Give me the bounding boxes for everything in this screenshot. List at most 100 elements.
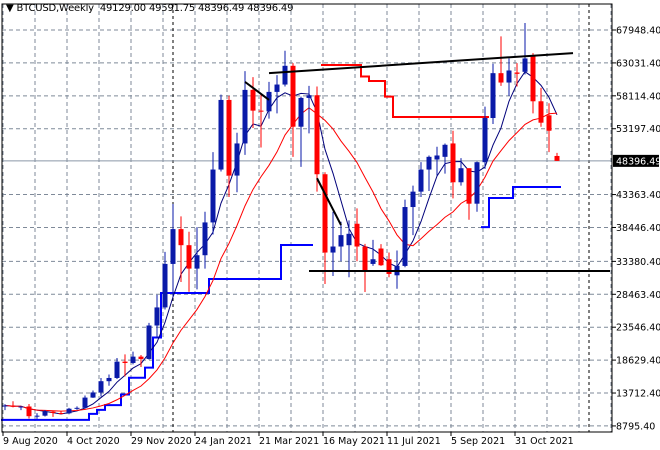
candle-body [170, 229, 176, 264]
candle [258, 93, 264, 148]
candle-body [66, 408, 72, 414]
candle-body [386, 259, 392, 274]
candle-body [290, 65, 296, 127]
candle-body [242, 89, 248, 144]
x-tick-label: 21 Mar 2021 [259, 436, 319, 447]
fast-moving-average [4, 70, 558, 415]
candle [426, 155, 432, 191]
resistance-step-line [321, 63, 489, 119]
candle-body [522, 58, 528, 72]
y-tick-label: 53197.40 [616, 124, 660, 135]
candle [218, 94, 224, 172]
y-tick-label: 28463.40 [616, 290, 660, 301]
candle [194, 227, 200, 290]
candle [114, 357, 120, 380]
candle-body [330, 246, 336, 253]
x-tick-label: 16 May 2021 [323, 436, 385, 447]
candle-body [26, 406, 32, 417]
candle-body [122, 361, 128, 363]
candle [466, 168, 472, 220]
candle [434, 146, 440, 176]
trendline [316, 177, 342, 226]
candle-body [458, 168, 464, 183]
triangle-down-icon[interactable]: ▼ [6, 3, 14, 14]
candle [346, 220, 352, 278]
candle [266, 81, 272, 119]
candle [538, 87, 544, 127]
candle-body [450, 143, 456, 183]
candle [490, 63, 496, 125]
candle-body [474, 162, 480, 204]
candle-body [546, 115, 552, 131]
candle [474, 161, 480, 212]
candle [10, 401, 16, 408]
candle [314, 86, 320, 192]
candle [130, 351, 136, 365]
candle [306, 85, 312, 134]
candle [226, 95, 232, 197]
candle [178, 216, 184, 282]
y-tick-label: 58114.40 [616, 91, 660, 102]
y-tick-label: 38446.40 [616, 223, 660, 234]
candle [42, 409, 48, 417]
candle [546, 103, 552, 153]
candle [514, 63, 520, 87]
candle-body [410, 191, 416, 208]
candle [18, 405, 24, 411]
candle [146, 322, 152, 360]
x-tick-label: 31 Oct 2021 [515, 436, 574, 447]
candle-body [362, 246, 368, 271]
candle [282, 50, 288, 87]
candle [362, 243, 368, 293]
candle-body [90, 392, 96, 398]
candle [98, 378, 104, 397]
candle-body [10, 405, 16, 407]
candle [522, 22, 528, 75]
x-tick-label: 24 Jan 2021 [195, 436, 252, 447]
candle [34, 413, 40, 419]
candle-body [298, 97, 304, 127]
current-price-badge [613, 154, 659, 167]
candle [450, 130, 456, 199]
candle-body [74, 407, 80, 409]
candle-body [42, 411, 48, 416]
candle [106, 374, 112, 386]
candle [82, 395, 88, 409]
candle-body [234, 143, 240, 176]
candle-body [178, 229, 184, 246]
x-tick-label: 29 Nov 2020 [131, 436, 192, 447]
candle-body [506, 70, 512, 83]
y-tick-label: 67948.40 [616, 26, 660, 37]
ohlc-values: 49129.00 49591.75 48396.49 48396.49 [99, 3, 294, 14]
candle [506, 58, 512, 96]
candle [458, 158, 464, 186]
candle-body [2, 405, 8, 407]
candle-body [538, 101, 544, 123]
candle [26, 403, 32, 419]
candle [90, 390, 96, 398]
candle-body [354, 223, 360, 247]
candle [530, 53, 536, 114]
candle [210, 152, 216, 235]
candle-body [466, 168, 472, 204]
candle-body [162, 263, 168, 308]
candle-body [442, 144, 448, 157]
candle [498, 36, 504, 86]
candle-body [250, 89, 256, 111]
x-tick-label: 5 Sep 2021 [451, 436, 505, 447]
candle-body [266, 91, 272, 112]
candle-body [18, 406, 24, 408]
candle-body [322, 174, 328, 253]
candle [330, 211, 336, 276]
candle [170, 204, 176, 297]
candle-body [370, 259, 376, 264]
candle [122, 354, 128, 377]
candle [202, 211, 208, 269]
candle [2, 404, 8, 411]
candle-body [218, 99, 224, 170]
slow-moving-average [4, 107, 558, 412]
candle-body [34, 415, 40, 417]
candle-body [282, 65, 288, 85]
candle [370, 239, 376, 266]
